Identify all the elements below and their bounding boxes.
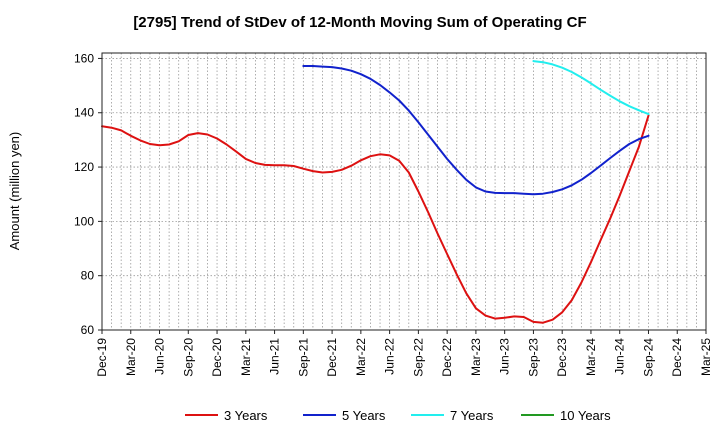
plot-background (102, 53, 706, 330)
y-axis-ticks: 60 80 100 120 140 160 (74, 51, 102, 337)
chart-title: [2795] Trend of StDev of 12-Month Moving… (133, 14, 587, 31)
legend: 3 Years 5 Years 7 Years 10 Years (185, 408, 611, 423)
y-tick-label: 80 (81, 269, 95, 283)
x-tick-label: Mar-21 (239, 338, 253, 376)
x-tick-label: Mar-22 (354, 338, 368, 376)
y-axis-label: Amount (million yen) (7, 132, 22, 251)
x-axis-ticks: Dec-19 Mar-20 Jun-20 Sep-20 Dec-20 Mar-21 Jun-… (95, 330, 713, 377)
x-tick-label: Jun-21 (268, 338, 282, 375)
plot-border (101, 52, 707, 331)
x-tick-label: Mar-25 (699, 338, 713, 376)
x-tick-label: Dec-20 (210, 338, 224, 377)
x-tick-label: Mar-23 (469, 338, 483, 376)
x-tick-label: Jun-24 (613, 338, 627, 375)
y-tick-label: 100 (74, 214, 94, 228)
x-tick-label: Jun-22 (383, 338, 397, 375)
series-line-3-years (101, 114, 650, 324)
x-tick-label: Dec-21 (325, 338, 339, 377)
legend-label-3-years: 3 Years (224, 408, 268, 423)
x-tick-label: Mar-24 (584, 338, 598, 376)
x-tick-label: Dec-23 (555, 338, 569, 377)
x-tick-label: Dec-24 (670, 338, 684, 377)
series-lines (101, 60, 650, 324)
series-line-5-years (302, 65, 650, 196)
y-tick-label: 140 (74, 106, 94, 120)
series-line-7-years (532, 60, 650, 116)
x-tick-label: Sep-23 (526, 338, 540, 377)
legend-label-5-years: 5 Years (342, 408, 386, 423)
legend-label-7-years: 7 Years (450, 408, 494, 423)
x-tick-label: Mar-20 (124, 338, 138, 376)
x-tick-label: Sep-24 (641, 338, 655, 377)
x-tick-label: Dec-22 (440, 338, 454, 377)
x-tick-label: Dec-19 (95, 338, 109, 377)
x-tick-label: Sep-21 (296, 338, 310, 377)
x-tick-label: Jun-20 (153, 338, 167, 375)
grid (102, 53, 706, 331)
x-tick-label: Sep-20 (181, 338, 195, 377)
x-tick-label: Jun-23 (498, 338, 512, 375)
legend-label-10-years: 10 Years (560, 408, 611, 423)
y-tick-label: 120 (74, 160, 94, 174)
y-tick-label: 60 (81, 323, 95, 337)
y-tick-label: 160 (74, 51, 94, 65)
x-tick-label: Sep-22 (411, 338, 425, 377)
